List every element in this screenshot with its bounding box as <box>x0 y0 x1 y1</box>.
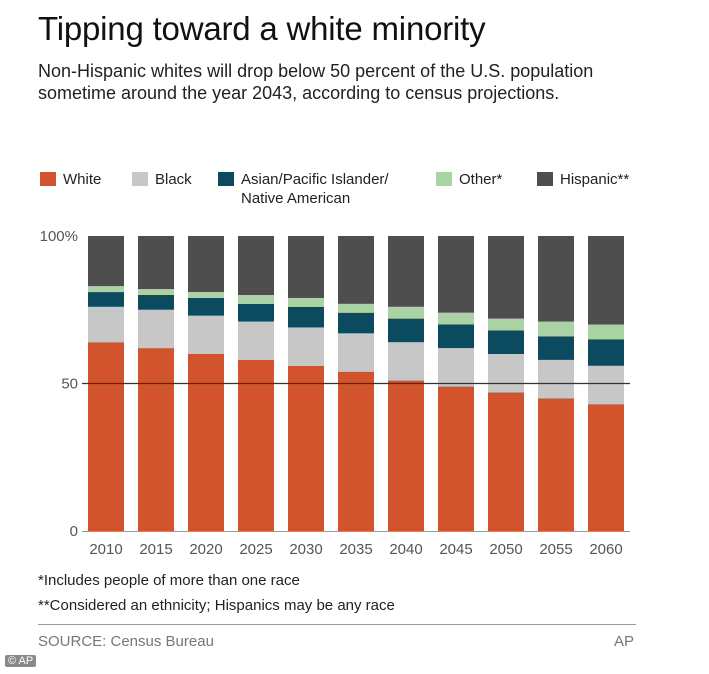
legend-item-other: Other* <box>436 170 502 189</box>
bar-hispanic-2010 <box>88 236 124 287</box>
chart-subtitle: Non-Hispanic whites will drop below 50 p… <box>38 61 594 103</box>
ap-watermark: © AP <box>5 655 37 667</box>
bar-asian-2050 <box>488 330 524 354</box>
x-axis: 2010 2015 2020 2025 2030 2035 2040 2045 2050 2055… <box>82 531 630 558</box>
bar-other-2035 <box>338 303 374 313</box>
x-tick-label-2030: 2030 <box>289 541 322 558</box>
y-tick-label-100: 100% <box>40 228 78 245</box>
chart-title: Tipping toward a white minority <box>38 10 486 47</box>
bar-black-2040 <box>388 342 424 381</box>
bar-white-2055 <box>538 398 574 531</box>
bar-hispanic-2035 <box>338 236 374 304</box>
bar-asian-2010 <box>88 292 124 307</box>
legend-label-black: Black <box>155 171 192 188</box>
bar-black-2035 <box>338 333 374 372</box>
x-tick-label-2040: 2040 <box>389 541 422 558</box>
bar-white-2040 <box>388 380 424 531</box>
legend-swatch-hispanic <box>537 172 553 186</box>
x-tick-label-2025: 2025 <box>239 541 272 558</box>
bar-white-2025 <box>238 359 274 531</box>
bar-white-2030 <box>288 365 324 531</box>
bar-white-2015 <box>138 348 174 531</box>
bar-white-2010 <box>88 342 124 531</box>
bar-white-2045 <box>438 386 474 531</box>
bar-black-2055 <box>538 359 574 399</box>
legend-label-asian-line1: Asian/Pacific Islander/ <box>241 171 389 188</box>
bar-other-2055 <box>538 321 574 337</box>
x-tick-label-2050: 2050 <box>489 541 522 558</box>
x-tick-label-2015: 2015 <box>139 541 172 558</box>
footer-divider <box>38 624 636 625</box>
bar-hispanic-2045 <box>438 236 474 313</box>
bar-other-2050 <box>488 318 524 331</box>
legend-label-other: Other* <box>459 171 503 188</box>
x-tick-label-2020: 2020 <box>189 541 222 558</box>
legend-item-hispanic: Hispanic** <box>537 170 629 189</box>
bar-hispanic-2050 <box>488 236 524 319</box>
legend-label-asian: Asian/Pacific Islander/ Native American <box>241 170 389 208</box>
legend-swatch-white <box>40 172 56 186</box>
bar-asian-2040 <box>388 318 424 343</box>
bar-white-2020 <box>188 354 224 531</box>
bar-asian-2055 <box>538 336 574 360</box>
bar-asian-2020 <box>188 297 224 316</box>
legend-item-asian: Asian/Pacific Islander/ Native American <box>218 170 389 208</box>
bar-hispanic-2025 <box>238 236 274 295</box>
stacked-bar-chart: 100% 50 0 2010 2015 2020 2025 2030 2035 2040 2045… <box>40 228 630 558</box>
bar-white-2060 <box>588 404 624 531</box>
bars-group <box>82 236 630 531</box>
bar-other-2060 <box>588 324 624 340</box>
bar-white-2050 <box>488 392 524 531</box>
bar-asian-2030 <box>288 306 324 328</box>
y-tick-label-0: 0 <box>70 523 78 540</box>
bar-black-2020 <box>188 315 224 354</box>
y-tick-label-50: 50 <box>61 376 78 393</box>
legend-label-hispanic: Hispanic** <box>560 171 630 188</box>
bar-black-2030 <box>288 327 324 366</box>
bar-white-2035 <box>338 371 374 531</box>
bar-black-2025 <box>238 321 274 360</box>
bar-other-2010 <box>88 286 124 293</box>
bar-black-2015 <box>138 309 174 349</box>
bar-black-2060 <box>588 365 624 405</box>
bar-other-2020 <box>188 292 224 298</box>
bar-hispanic-2055 <box>538 236 574 322</box>
legend-swatch-asian <box>218 172 234 186</box>
x-tick-label-2055: 2055 <box>539 541 572 558</box>
footnote-hispanic: **Considered an ethnicity; Hispanics may… <box>38 597 395 614</box>
legend-label-asian-line2: Native American <box>241 190 351 207</box>
bar-asian-2015 <box>138 295 174 310</box>
x-tick-label-2045: 2045 <box>439 541 472 558</box>
legend-label-white: White <box>63 171 102 188</box>
bar-asian-2060 <box>588 339 624 366</box>
legend-item-white: White <box>40 170 101 189</box>
legend-swatch-other <box>436 172 452 186</box>
y-axis: 100% 50 0 <box>40 228 78 540</box>
bar-black-2010 <box>88 306 124 343</box>
bar-asian-2025 <box>238 303 274 322</box>
legend: White Black Asian/Pacific Islander/ Nati… <box>40 170 680 210</box>
bar-hispanic-2040 <box>388 236 424 307</box>
bar-other-2015 <box>138 289 174 295</box>
bar-black-2045 <box>438 348 474 387</box>
x-tick-label-2010: 2010 <box>89 541 122 558</box>
x-tick-label-2035: 2035 <box>339 541 372 558</box>
source-credit: SOURCE: Census Bureau <box>38 633 214 650</box>
footnote-other: *Includes people of more than one race <box>38 572 300 589</box>
bar-hispanic-2020 <box>188 236 224 293</box>
bar-hispanic-2030 <box>288 236 324 298</box>
bar-asian-2035 <box>338 312 374 334</box>
bar-black-2050 <box>488 354 524 393</box>
bar-other-2040 <box>388 306 424 319</box>
ap-credit: AP <box>614 633 635 650</box>
bar-asian-2045 <box>438 324 474 349</box>
bar-other-2025 <box>238 295 274 304</box>
x-tick-label-2060: 2060 <box>589 541 622 558</box>
bar-hispanic-2015 <box>138 236 174 290</box>
legend-swatch-black <box>132 172 148 186</box>
bar-hispanic-2060 <box>588 236 624 325</box>
bar-other-2045 <box>438 312 474 325</box>
legend-item-black: Black <box>132 170 192 189</box>
bar-other-2030 <box>288 297 324 307</box>
